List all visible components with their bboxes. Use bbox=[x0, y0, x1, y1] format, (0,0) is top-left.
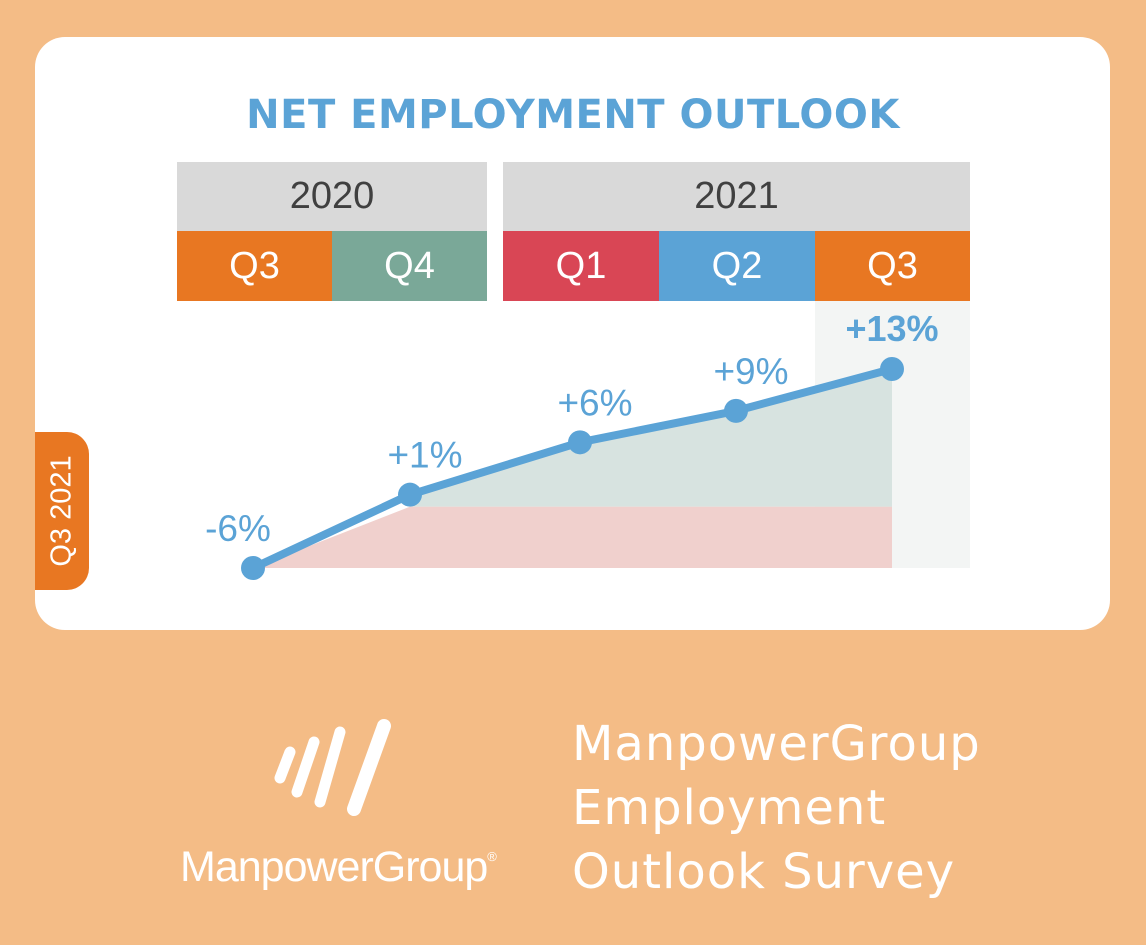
chart-title: NET EMPLOYMENT OUTLOOK bbox=[246, 92, 900, 138]
manpowergroup-stripes-icon bbox=[274, 719, 391, 816]
survey-line: Outlook Survey bbox=[572, 844, 956, 900]
survey-line: ManpowerGroup bbox=[572, 716, 981, 772]
side-tab-label: Q3 2021 bbox=[45, 455, 78, 567]
logo-wordmark: ManpowerGroup® bbox=[180, 843, 497, 891]
negative-area bbox=[253, 506, 892, 568]
data-point bbox=[568, 430, 592, 455]
data-point bbox=[880, 357, 904, 381]
quarter-side-tab: Q3 2021 bbox=[35, 432, 89, 590]
year-header-2020: 2020 bbox=[177, 162, 487, 231]
quarter-q3-2021: Q3 bbox=[815, 231, 970, 301]
data-label: +9% bbox=[713, 351, 788, 392]
quarter-q4-2020: Q4 bbox=[332, 231, 487, 301]
data-label: +1% bbox=[387, 435, 462, 476]
data-label: +13% bbox=[845, 308, 938, 349]
data-label: +6% bbox=[557, 382, 632, 423]
data-point bbox=[398, 482, 422, 507]
quarter-q2-2021: Q2 bbox=[659, 231, 815, 301]
data-point bbox=[241, 556, 265, 580]
data-label: -6% bbox=[205, 508, 271, 549]
quarter-q1-2021: Q1 bbox=[503, 231, 659, 301]
quarter-q3-2020: Q3 bbox=[177, 231, 332, 301]
survey-line: Employment bbox=[572, 780, 887, 836]
year-header-2021: 2021 bbox=[503, 162, 970, 231]
data-point bbox=[724, 398, 748, 423]
survey-title: ManpowerGroup Employment Outlook Survey bbox=[572, 712, 981, 904]
